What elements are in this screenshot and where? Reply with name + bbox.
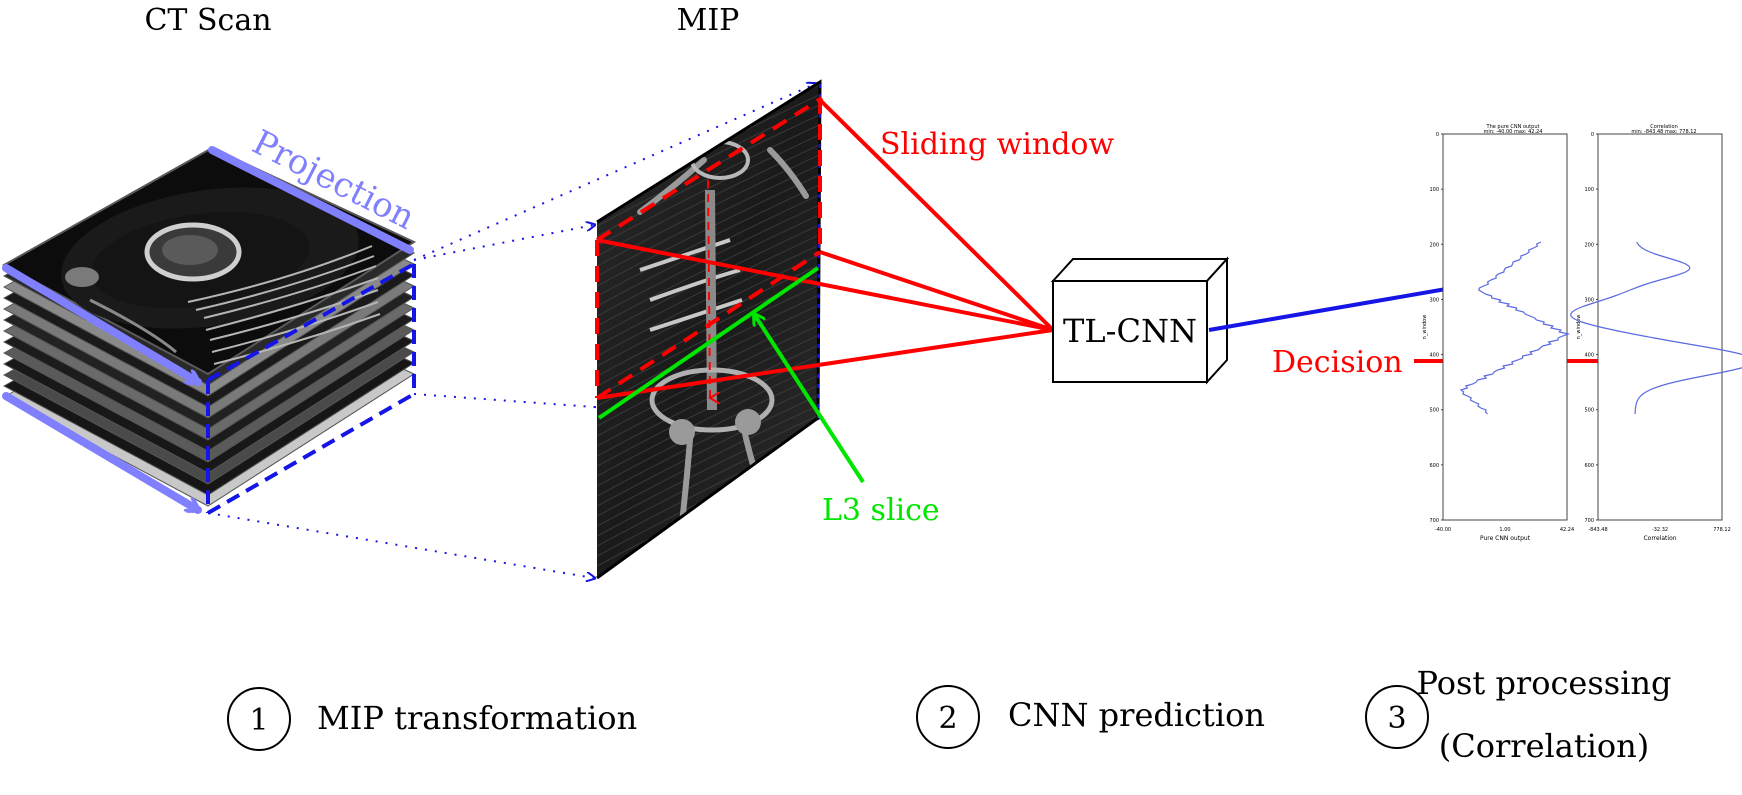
step-3-circle [1365, 685, 1429, 749]
mip-texture-stripe [597, 389, 820, 511]
plot-y-tick-label: 500 [1584, 408, 1594, 414]
step-2: 2 CNN prediction [916, 685, 1265, 749]
mip-texture-stripe [597, 179, 820, 301]
plot-y-tick-label: 700 [1584, 518, 1594, 524]
plot-left-xtick-1: 1.00 [1499, 527, 1510, 533]
step-1-label: MIP transformation [317, 699, 637, 737]
plot-right-ylabel: n_window [1576, 315, 1582, 340]
cnn-output-arrow [1208, 284, 1475, 332]
plot-right-xtick-0: -843.48 [1588, 527, 1607, 533]
mip-texture-stripe [597, 259, 820, 381]
plot-y-tick-label: 500 [1429, 408, 1439, 414]
ct-front-edges [206, 262, 416, 515]
plot-correlation: Correlation min: -843.48 max: 778.12 0 10… [1570, 124, 1742, 542]
ct-scan-stack: Projection [1, 122, 421, 515]
step-3-label-line2: (Correlation) [1439, 727, 1650, 765]
mip-texture-stripe [597, 149, 820, 271]
plot-y-tick-label: 600 [1429, 463, 1439, 469]
step-1-number: 1 [249, 703, 268, 738]
plot-right-title-line2: min: -843.48 max: 778.12 [1631, 129, 1696, 135]
plot-pure-cnn-output: The pure CNN output min: -40.00 max: 42.… [1422, 124, 1574, 542]
mip-texture-stripe [597, 409, 820, 531]
plot-left-xtick-2: 42.24 [1560, 527, 1574, 533]
mip-texture-stripe [597, 239, 820, 361]
decision-label: Decision [1272, 345, 1403, 380]
projection-dotted-lines [207, 84, 818, 578]
mip-texture-stripe [597, 399, 820, 521]
plot-left-y-ticks: 0 100 200 300 400 500 600 700 [1429, 132, 1443, 524]
sliding-window-label: Sliding window [880, 127, 1114, 162]
mip-texture-stripe [597, 229, 820, 351]
plot-right-xtick-2: 778.12 [1713, 527, 1731, 533]
plot-y-tick-label: 0 [1591, 132, 1594, 138]
projection-arrows [2, 146, 414, 514]
plot-y-tick-label: 700 [1429, 518, 1439, 524]
mip-texture-stripe [597, 329, 820, 451]
mip-title: MIP [677, 3, 740, 38]
step-3-label-line1: Post processing [1416, 664, 1671, 702]
plot-right-curve [1570, 241, 1742, 415]
step-1: 1 MIP transformation [227, 687, 637, 751]
l3-slice: L3 slice [597, 266, 940, 528]
plot-y-tick-label: 400 [1429, 353, 1439, 359]
mip-texture-stripe [597, 159, 820, 281]
plot-y-tick-label: 300 [1429, 297, 1439, 303]
plot-y-tick-label: 300 [1584, 297, 1594, 303]
plot-left-title-line1: The pure CNN output [1486, 124, 1540, 130]
step-2-number: 2 [938, 701, 957, 736]
plot-y-tick-label: 200 [1429, 242, 1439, 248]
plot-right-y-ticks: 0 100 200 300 400 500 600 700 [1584, 132, 1598, 524]
step-1-circle [227, 687, 291, 751]
plot-y-tick-label: 100 [1584, 187, 1594, 193]
step-3-number: 3 [1387, 701, 1406, 736]
mip-texture-stripe [597, 359, 820, 481]
ct-scan-title: CT Scan [144, 3, 271, 38]
plot-left-ylabel: n_window [1422, 315, 1428, 340]
step-2-label: CNN prediction [1008, 696, 1265, 734]
mip-texture-stripe [597, 379, 820, 501]
plot-right-xtick-1: -32.32 [1652, 527, 1668, 533]
plot-right-title-line1: Correlation [1650, 124, 1678, 130]
plot-left-xlabel: Pure CNN output [1480, 535, 1531, 542]
l3-slice-label: L3 slice [822, 493, 940, 528]
mip-texture-stripe [597, 279, 820, 401]
plot-right-xlabel: Correlation [1643, 535, 1676, 542]
step-3: 3 Post processing (Correlation) [1365, 664, 1672, 765]
plot-left-title-line2: min: -40.00 max: 42.24 [1484, 129, 1543, 135]
step-2-circle [916, 685, 980, 749]
plot-left-xtick-0: -40.00 [1435, 527, 1451, 533]
mip-texture-stripe [597, 129, 820, 251]
mip-texture-stripe [597, 349, 820, 471]
plot-y-tick-label: 0 [1436, 132, 1439, 138]
mip-texture-stripe [597, 109, 820, 231]
sliding-window: Sliding window [595, 96, 1114, 398]
plot-y-tick-label: 100 [1429, 187, 1439, 193]
mip-texture-stripe [597, 209, 820, 331]
plot-y-tick-label: 600 [1584, 463, 1594, 469]
plot-y-tick-label: 400 [1584, 353, 1594, 359]
mip-texture-stripe [597, 269, 820, 391]
plot-left-curve [1459, 241, 1571, 415]
mip-texture-stripe [597, 339, 820, 461]
plot-y-tick-label: 200 [1584, 242, 1594, 248]
tl-cnn-label: TL-CNN [1063, 312, 1197, 350]
tl-cnn-box: TL-CNN [1050, 256, 1230, 385]
